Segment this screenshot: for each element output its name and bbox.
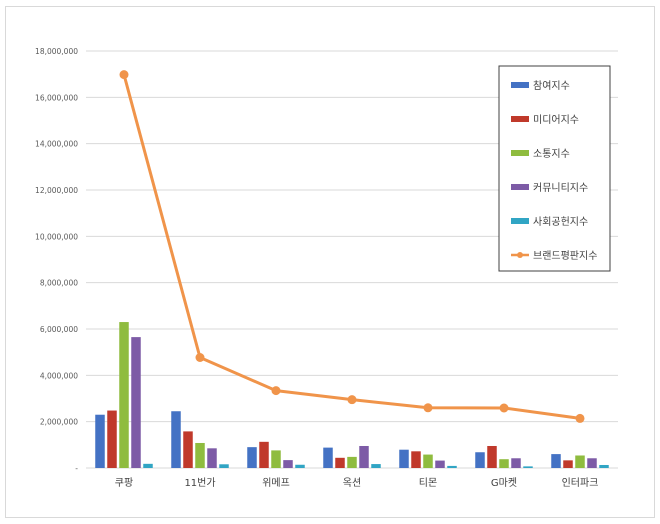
bar-미디어지수-인터파크 <box>563 460 573 468</box>
y-axis-ticks: - 2,000,000 4,000,000 6,000,000 8,000,000 10,… <box>35 47 78 473</box>
bar-사회공헌지수-옥션 <box>371 464 381 468</box>
x-tick-label: 11번가 <box>184 477 215 489</box>
line-point-티몬 <box>423 403 433 413</box>
x-tick-label: 옥션 <box>343 477 361 489</box>
x-tick-label: 위메프 <box>262 476 290 489</box>
brand-line <box>119 70 585 423</box>
bar-참여지수-옥션 <box>323 447 333 468</box>
y-tick-label: 18,000,000 <box>35 47 78 56</box>
bar-커뮤니티지수-티몬 <box>435 460 445 468</box>
legend-label: 소통지수 <box>533 148 570 160</box>
bar-소통지수-인터파크 <box>575 455 585 468</box>
y-tick-label: 8,000,000 <box>40 279 78 288</box>
bar-미디어지수-쿠팡 <box>107 410 117 468</box>
chart-frame: - 2,000,000 4,000,000 6,000,000 8,000,000 10,… <box>5 6 655 518</box>
x-axis-labels: 쿠팡 11번가 위메프 옥션 티몬 G마켓 인터파크 <box>115 476 599 489</box>
bar-사회공헌지수-쿠팡 <box>143 463 153 468</box>
line-point-11번가 <box>195 352 205 362</box>
legend-label: 커뮤니티지수 <box>533 182 588 194</box>
bar-커뮤니티지수-11번가 <box>207 448 217 468</box>
bar-사회공헌지수-인터파크 <box>599 464 609 468</box>
bar-커뮤니티지수-인터파크 <box>587 458 597 468</box>
bar-미디어지수-옥션 <box>335 457 345 468</box>
y-tick-label: 10,000,000 <box>35 232 78 241</box>
legend-swatch-marker <box>517 252 523 258</box>
y-tick-label: 16,000,000 <box>35 93 78 102</box>
bar-미디어지수-위메프 <box>259 441 269 468</box>
legend-swatch <box>511 116 529 122</box>
bar-참여지수-쿠팡 <box>95 414 105 468</box>
chart: - 2,000,000 4,000,000 6,000,000 8,000,000 10,… <box>35 47 618 489</box>
legend-swatch <box>511 218 529 224</box>
bar-사회공헌지수-위메프 <box>295 464 305 468</box>
legend-swatch <box>511 150 529 156</box>
y-tick-label: 6,000,000 <box>40 325 78 334</box>
bar-참여지수-티몬 <box>399 449 409 468</box>
bar-참여지수-11번가 <box>171 411 181 468</box>
x-tick-label: 쿠팡 <box>115 477 133 489</box>
x-tick-label: G마켓 <box>491 477 517 489</box>
x-tick-label: 인터파크 <box>562 477 599 489</box>
bar-커뮤니티지수-옥션 <box>359 445 369 468</box>
bar-사회공헌지수-티몬 <box>447 465 457 468</box>
legend-swatch <box>511 184 529 190</box>
legend-label: 참여지수 <box>533 80 570 92</box>
legend-label: 사회공헌지수 <box>533 216 588 228</box>
bar-커뮤니티지수-위메프 <box>283 460 293 468</box>
bar-커뮤니티지수-쿠팡 <box>131 337 141 468</box>
line-point-쿠팡 <box>119 70 129 80</box>
bar-미디어지수-11번가 <box>183 431 193 468</box>
y-tick-label: 4,000,000 <box>40 371 78 380</box>
bar-미디어지수-G마켓 <box>487 445 497 468</box>
bar-참여지수-인터파크 <box>551 454 561 468</box>
bar-소통지수-쿠팡 <box>119 322 129 468</box>
bar-소통지수-G마켓 <box>499 459 509 468</box>
bar-소통지수-옥션 <box>347 456 357 468</box>
y-tick-label: 12,000,000 <box>35 186 78 195</box>
line-point-위메프 <box>271 386 281 396</box>
line-point-G마켓 <box>499 403 509 413</box>
legend-box <box>498 65 611 272</box>
x-tick-label: 티몬 <box>419 477 437 489</box>
bar-미디어지수-티몬 <box>411 451 421 468</box>
legend-label: 브랜드평판지수 <box>533 250 597 262</box>
y-tick-label: - <box>75 464 78 473</box>
line-point-인터파크 <box>575 413 585 423</box>
legend-label: 미디어지수 <box>533 114 579 126</box>
y-tick-label: 2,000,000 <box>40 418 78 427</box>
line-point-옥션 <box>347 395 357 405</box>
bar-참여지수-위메프 <box>247 447 257 468</box>
bar-소통지수-티몬 <box>423 454 433 468</box>
bar-참여지수-G마켓 <box>475 452 485 468</box>
legend-swatch <box>511 82 529 88</box>
bars <box>95 322 609 468</box>
bar-커뮤니티지수-G마켓 <box>511 458 521 468</box>
bar-사회공헌지수-11번가 <box>219 464 229 468</box>
y-tick-label: 14,000,000 <box>35 140 78 149</box>
bar-소통지수-위메프 <box>271 450 281 468</box>
bar-소통지수-11번가 <box>195 442 205 468</box>
bar-사회공헌지수-G마켓 <box>523 466 533 468</box>
